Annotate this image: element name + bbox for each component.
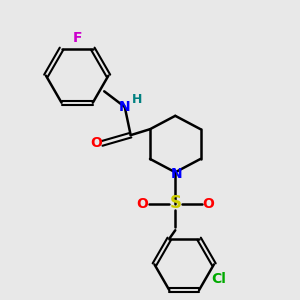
Text: N: N bbox=[119, 100, 130, 114]
Text: O: O bbox=[136, 196, 148, 211]
Text: O: O bbox=[202, 196, 214, 211]
Text: F: F bbox=[72, 31, 82, 45]
Text: H: H bbox=[131, 93, 142, 106]
Text: Cl: Cl bbox=[211, 272, 226, 286]
Text: N: N bbox=[171, 167, 183, 181]
Text: O: O bbox=[91, 136, 102, 151]
Text: S: S bbox=[169, 194, 181, 212]
